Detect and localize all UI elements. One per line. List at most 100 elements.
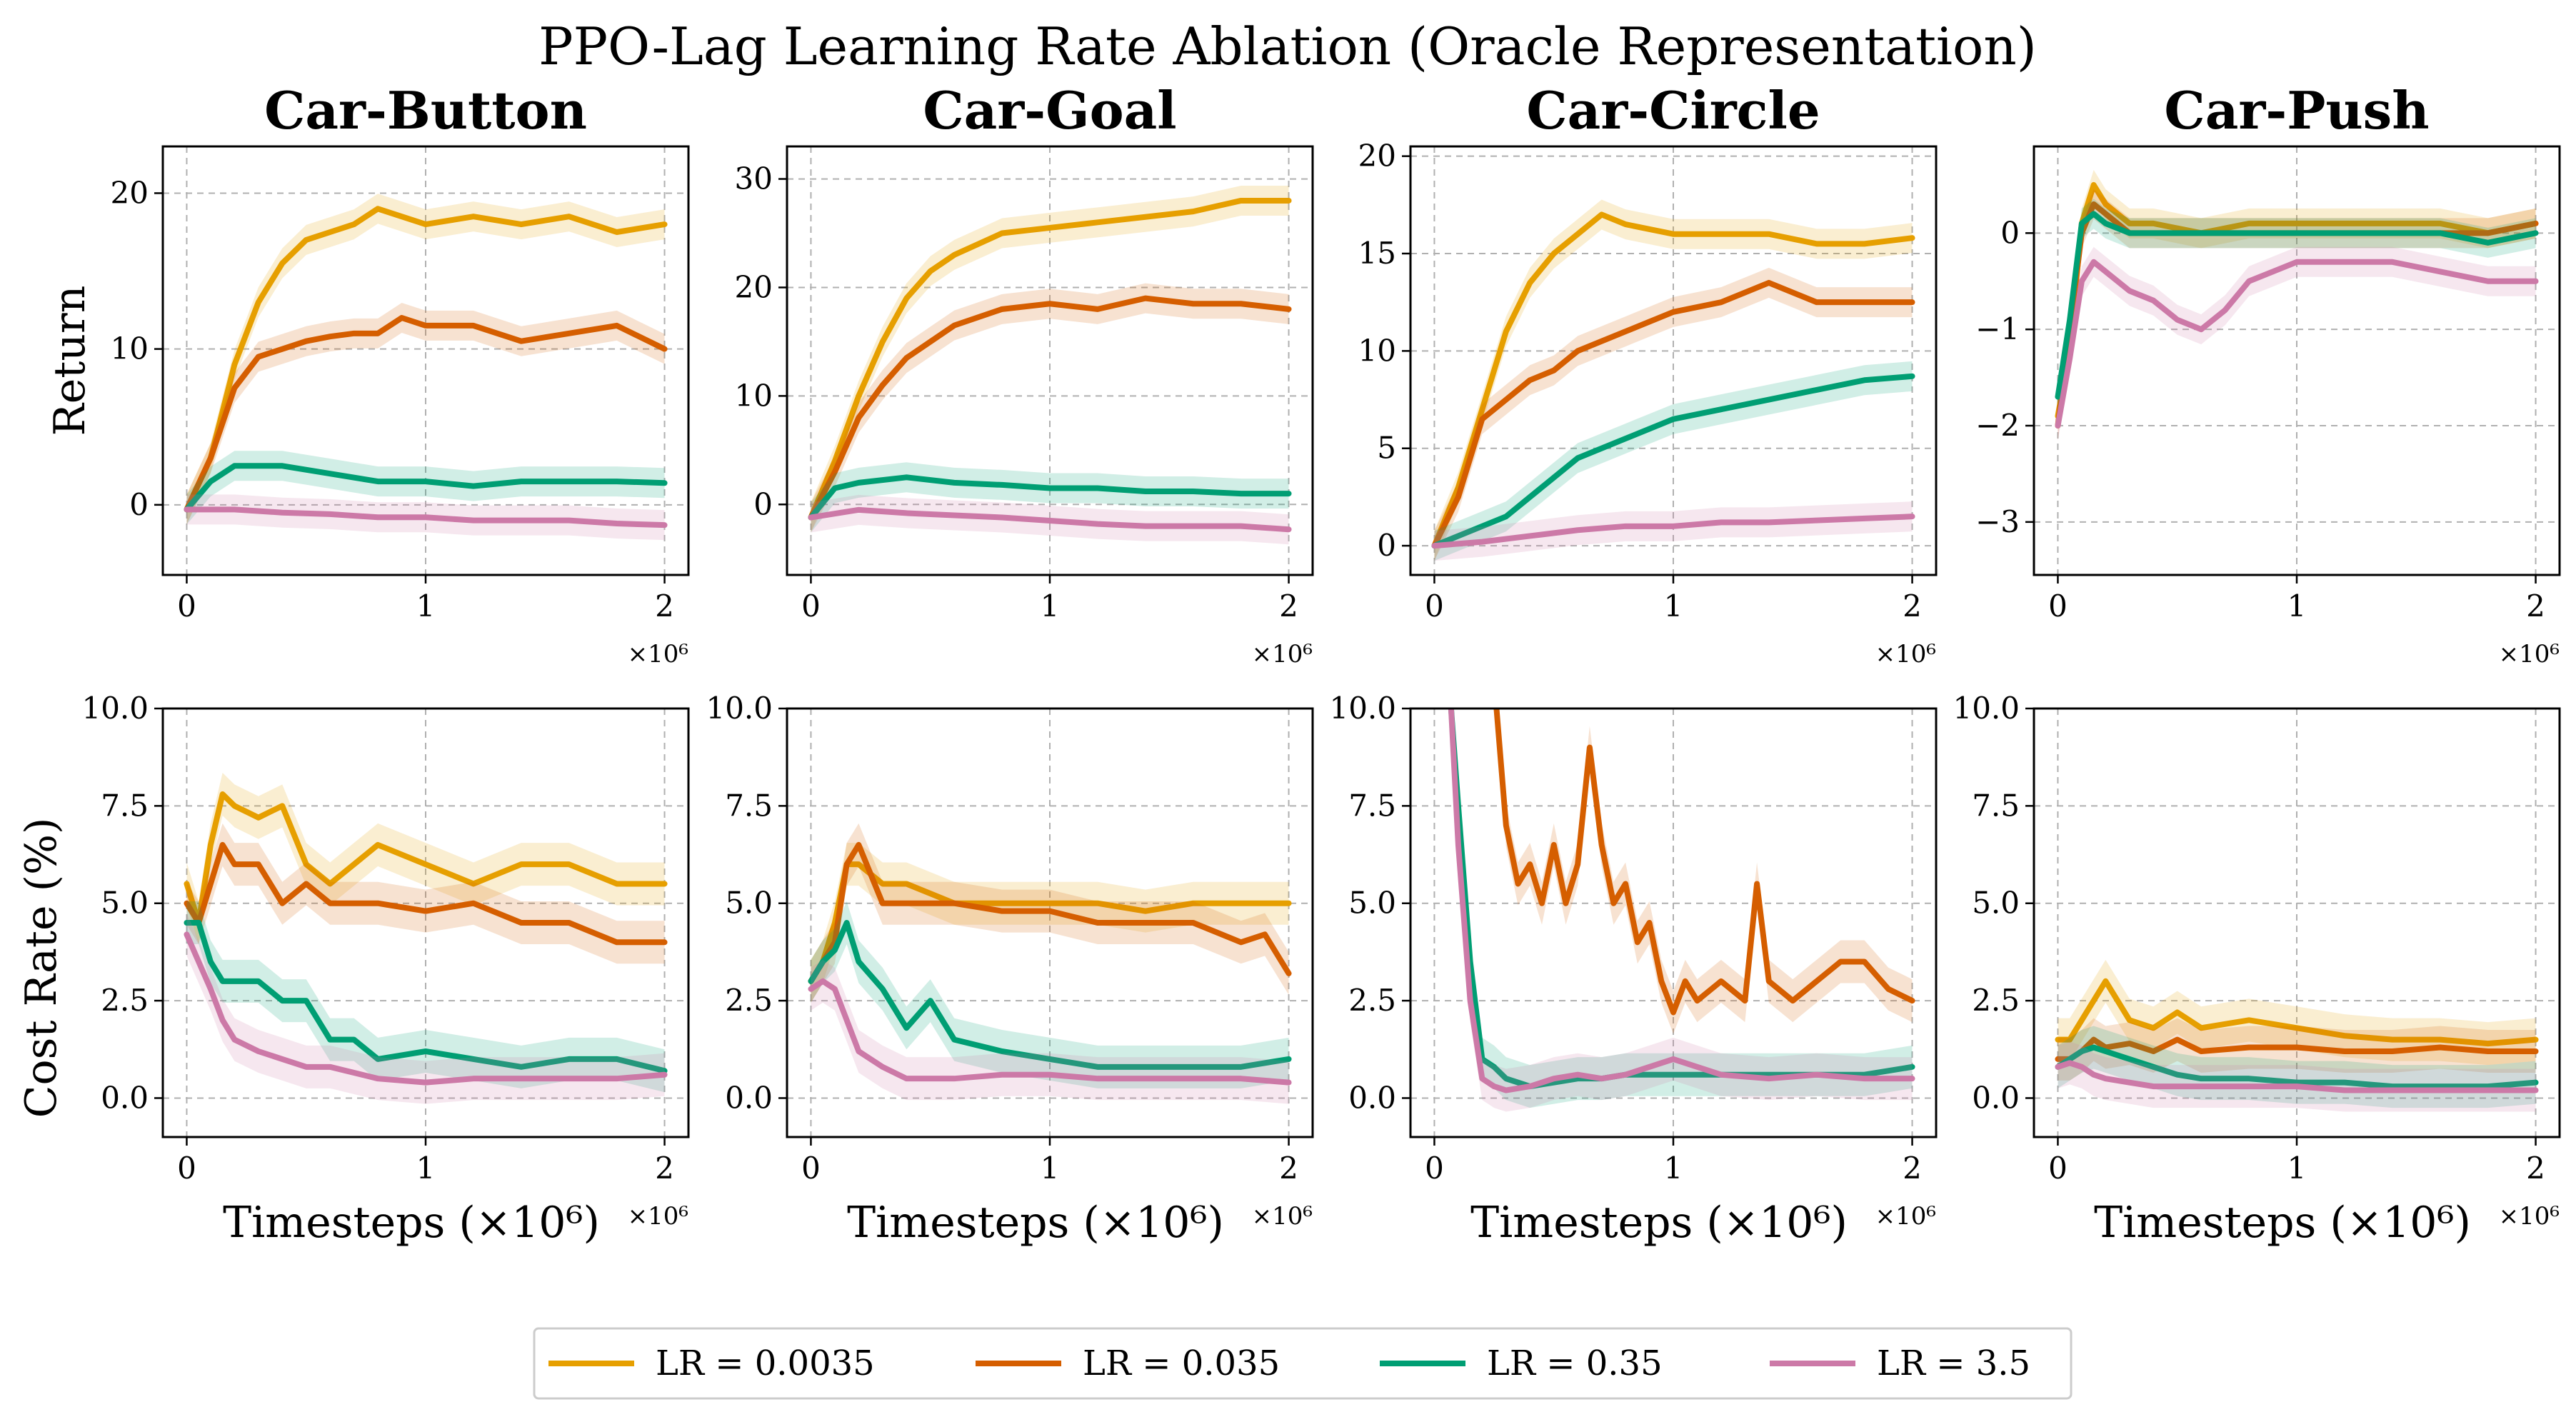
series-line-lr-0_35 — [808, 474, 1292, 521]
y-tick-label: 2.5 — [1348, 983, 1396, 1018]
y-tick-label: 7.5 — [101, 788, 149, 823]
series-line-lr-0_35 — [2055, 1044, 2539, 1090]
series-line-lr-3_5 — [1431, 514, 1915, 549]
y-tick-label: 20 — [735, 269, 773, 304]
axes-frame — [786, 707, 1314, 1138]
x-multiplier-label: ×10⁶ — [1875, 1202, 1936, 1231]
series-line-lr-0_35 — [808, 920, 1292, 1070]
series-line-lr-0_035 — [808, 295, 1292, 521]
legend-label: LR = 0.0035 — [656, 1343, 875, 1383]
x-tick-label: 2 — [1903, 1151, 1922, 1186]
x-tick-label: 1 — [1041, 1151, 1060, 1186]
y-tick-label: 10.0 — [706, 691, 773, 726]
x-axis-label: Timesteps (×10⁶) — [1470, 1198, 1848, 1248]
series-line-lr-0_35 — [2055, 211, 2539, 400]
y-tick-label: 0.0 — [1348, 1080, 1396, 1115]
subplot-title: Car-Push — [2164, 80, 2429, 141]
series-band-lr-0_035 — [811, 283, 1289, 533]
y-tick-label: 10 — [735, 378, 773, 413]
axes-frame — [2033, 707, 2561, 1138]
y-tick-label: 0 — [129, 487, 149, 522]
series-line-lr-0_035 — [2055, 1036, 2539, 1062]
subplot-title: Car-Circle — [1526, 80, 1820, 141]
series-band-lr-0_0035 — [186, 194, 665, 525]
y-tick-label: 5 — [1377, 431, 1396, 466]
x-tick-label: 0 — [1425, 1151, 1444, 1186]
series-line-lr-0_0035 — [184, 206, 668, 513]
y-tick-label: 2.5 — [1972, 983, 2020, 1018]
subplot-cost_rate-car-button: 0 1 2 0.0 2.5 5.0 7.5 10.0 ×10⁶ Timesteps (×10⁶) — [81, 691, 690, 1248]
x-tick-label: 0 — [2048, 589, 2068, 624]
y-tick-label: 30 — [735, 161, 773, 196]
series-line-lr-0_35 — [1431, 373, 1915, 549]
series-line-lr-3_5 — [1448, 709, 1915, 1093]
x-tick-label: 0 — [2048, 1151, 2068, 1186]
series-line-lr-0_0035 — [2055, 978, 2539, 1047]
axes-frame — [161, 145, 690, 576]
y-tick-label: 10 — [1358, 333, 1396, 368]
series-line-lr-0_035 — [808, 841, 1292, 984]
y-tick-label: 10.0 — [1329, 691, 1396, 726]
x-multiplier-label: ×10⁶ — [1252, 640, 1313, 669]
legend-label: LR = 0.35 — [1487, 1343, 1663, 1383]
return-axis-label: Return — [45, 286, 95, 436]
series-line-lr-0_035 — [184, 841, 668, 946]
series-band-lr-3_5 — [2058, 1041, 2536, 1112]
x-axis-label: Timesteps (×10⁶) — [223, 1198, 600, 1248]
x-tick-label: 2 — [1279, 1151, 1298, 1186]
series-line-lr-3_5 — [2055, 1060, 2539, 1093]
series-line-lr-3_5 — [808, 978, 1292, 1086]
axes-frame — [786, 145, 1314, 576]
y-tick-label: 7.5 — [1972, 788, 2020, 823]
x-tick-label: 1 — [1664, 1151, 1683, 1186]
axes-frame — [1409, 707, 1938, 1138]
series-line-lr-0_0035 — [184, 791, 668, 926]
x-axis-label: Timesteps (×10⁶) — [2094, 1198, 2471, 1248]
y-tick-label: 7.5 — [1348, 788, 1396, 823]
series-line-lr-0_35 — [184, 920, 668, 1074]
y-tick-label: −3 — [1975, 504, 2020, 539]
series-line-lr-3_5 — [184, 506, 668, 529]
series-band-lr-0_035 — [186, 823, 665, 964]
y-tick-label: 20 — [111, 175, 149, 210]
x-tick-label: 2 — [655, 1151, 674, 1186]
y-tick-label: −1 — [1975, 311, 2020, 346]
axes-frame — [161, 707, 690, 1138]
y-tick-label: 0 — [2000, 215, 2020, 250]
series-line-lr-0_035 — [184, 315, 668, 513]
subplot-cost_rate-car-goal: 0 1 2 0.0 2.5 5.0 7.5 10.0 ×10⁶ Timesteps (×10⁶) — [706, 691, 1314, 1248]
series-line-lr-0_035 — [1493, 709, 1915, 1016]
x-multiplier-label: ×10⁶ — [1252, 1202, 1313, 1231]
y-tick-label: 7.5 — [725, 788, 773, 823]
y-tick-label: 10 — [111, 331, 149, 366]
legend-frame — [533, 1327, 2073, 1400]
x-tick-label: 0 — [801, 589, 821, 624]
x-multiplier-label: ×10⁶ — [2499, 1202, 2560, 1231]
x-axis-label: Timesteps (×10⁶) — [847, 1198, 1224, 1248]
series-line-lr-3_5 — [808, 506, 1292, 533]
series-line-lr-0_0035 — [808, 197, 1292, 521]
legend-label: LR = 3.5 — [1877, 1343, 2030, 1383]
series-band-lr-0_0035 — [811, 843, 1289, 1003]
y-tick-label: 15 — [1358, 236, 1396, 271]
series-line-lr-0_35 — [184, 463, 668, 513]
x-multiplier-label: ×10⁶ — [628, 1202, 688, 1231]
y-tick-label: 20 — [1358, 139, 1396, 174]
x-tick-label: 0 — [177, 589, 196, 624]
series-line-lr-0_035 — [1431, 279, 1915, 549]
y-tick-label: 5.0 — [1972, 886, 2020, 921]
y-tick-label: 0 — [1377, 528, 1396, 563]
x-tick-label: 0 — [177, 1151, 196, 1186]
y-tick-label: 0 — [753, 486, 773, 521]
series-band-lr-0_0035 — [186, 773, 665, 944]
y-tick-label: 10.0 — [1953, 691, 2020, 726]
y-tick-label: 5.0 — [101, 886, 149, 921]
series-band-lr-3_5 — [2058, 246, 2536, 441]
subplot-title: Car-Goal — [923, 80, 1176, 141]
y-tick-label: 2.5 — [725, 983, 773, 1018]
y-tick-label: 5.0 — [1348, 886, 1396, 921]
series-band-lr-3_5 — [811, 959, 1289, 1104]
